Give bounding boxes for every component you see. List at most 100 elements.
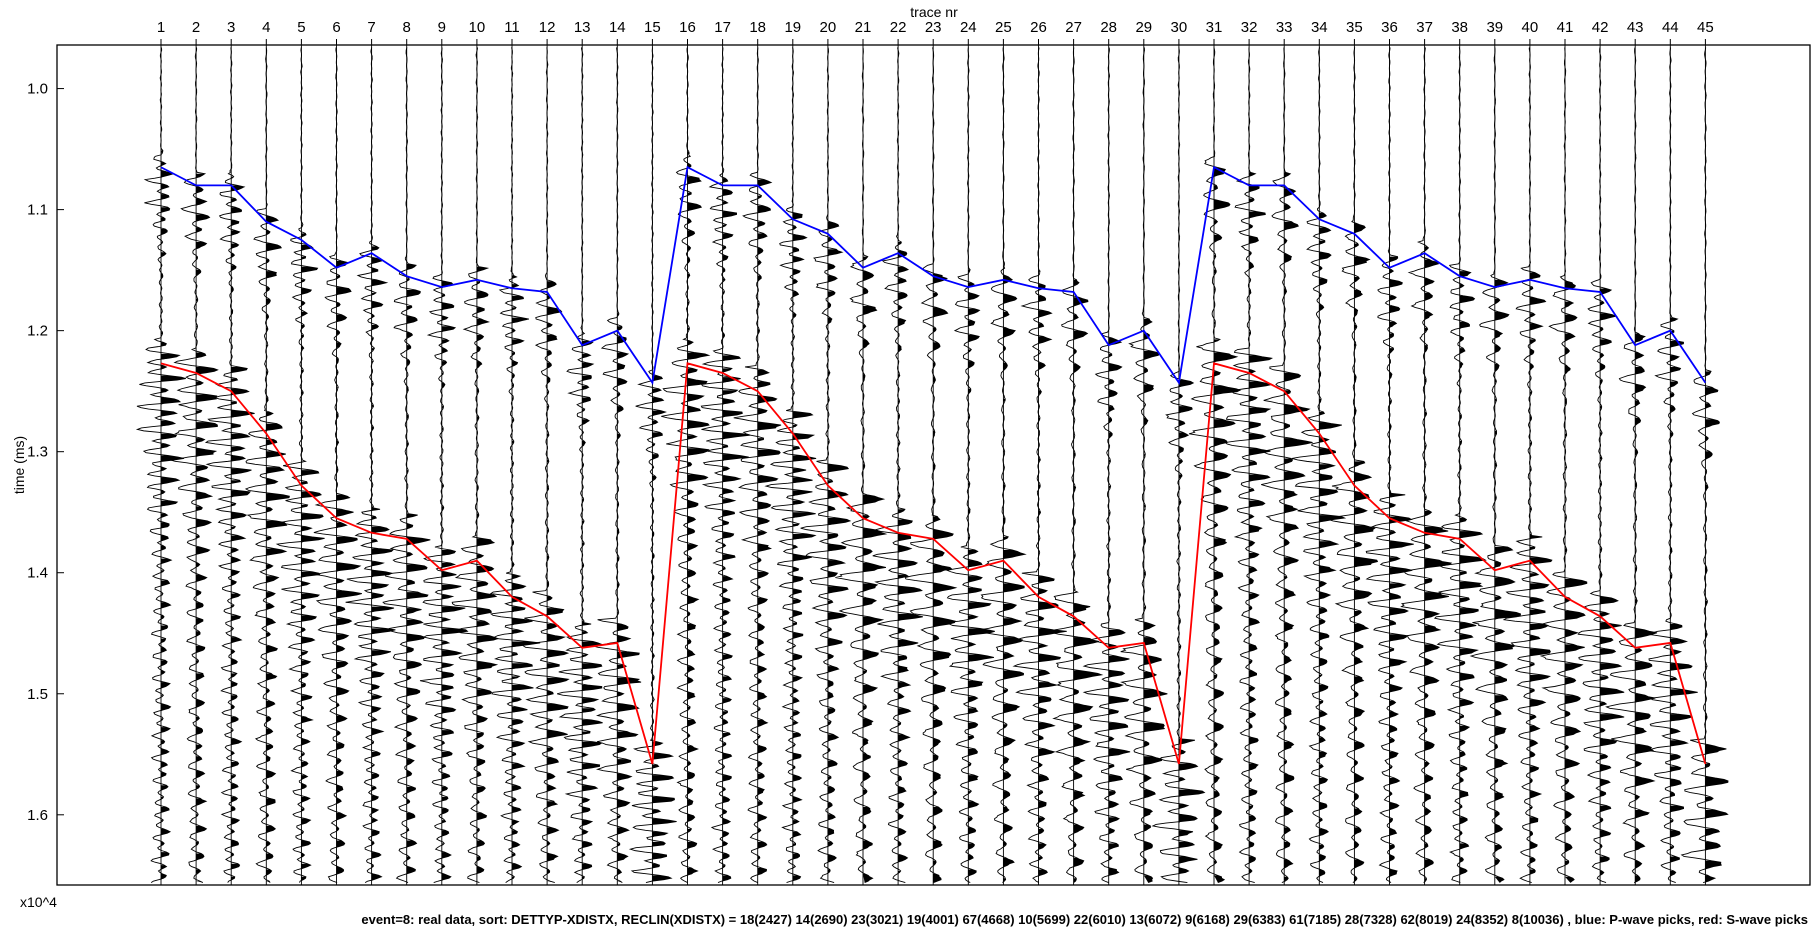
trace-wiggle: [835, 47, 888, 883]
trace-wiggle: [1120, 47, 1168, 884]
trace-1: [135, 45, 186, 885]
trace-fill: [898, 242, 923, 883]
trace-wiggle: [1151, 47, 1206, 884]
x-tick-label: 18: [749, 19, 766, 36]
x-tick-label: 24: [960, 19, 977, 36]
trace-38: [1433, 45, 1487, 885]
trace-fill: [1565, 281, 1587, 883]
trace-fill: [1249, 172, 1273, 883]
trace-fill: [582, 333, 603, 880]
x-tick-label: 5: [297, 19, 305, 36]
y-tick-label: 1.0: [27, 81, 48, 98]
x-tick-label: 6: [332, 19, 340, 36]
trace-22: [872, 45, 923, 885]
trace-wiggle: [244, 47, 290, 883]
trace-fill: [827, 221, 850, 883]
x-tick-label: 30: [1171, 19, 1188, 36]
trace-wiggle: [1188, 47, 1242, 884]
trace-wiggle: [1680, 47, 1729, 884]
trace-23: [904, 45, 958, 885]
x-tick-label: 29: [1135, 19, 1152, 36]
x-tick-label: 26: [1030, 19, 1047, 36]
x-tick-label: 34: [1311, 19, 1328, 36]
x-tick-label: 31: [1206, 19, 1223, 36]
trace-wiggle: [628, 47, 677, 884]
y-axis-title: time (ms): [11, 436, 27, 494]
x-tick-label: 36: [1381, 19, 1398, 36]
trace-fill: [441, 281, 468, 882]
x-tick-label: 28: [1100, 19, 1117, 36]
x-tick-label: 11: [504, 19, 520, 36]
x-tick-label: 19: [784, 19, 801, 36]
trace-wiggle: [1261, 47, 1313, 883]
trace-24: [945, 45, 995, 885]
trace-43: [1605, 45, 1658, 885]
x-tick-label: 38: [1451, 19, 1468, 36]
trace-wiggle: [1605, 47, 1658, 883]
trace-wiggle: [1051, 47, 1104, 883]
trace-wiggle: [1365, 47, 1414, 883]
x-tick-label: 35: [1346, 19, 1363, 36]
trace-wiggle: [1433, 47, 1487, 884]
trace-fill: [476, 266, 498, 883]
x-tick-label: 15: [644, 19, 661, 36]
trace-fill: [1038, 271, 1067, 877]
x-tick-label: 37: [1416, 19, 1433, 36]
x-tick-label: 20: [820, 19, 837, 36]
trace-fill: [196, 173, 218, 883]
trace-wiggle: [135, 47, 186, 883]
trace-wiggle: [345, 47, 396, 883]
trace-fill: [1705, 371, 1729, 883]
x-tick-label: 33: [1276, 19, 1293, 36]
trace-41: [1539, 45, 1588, 885]
trace-34: [1291, 45, 1347, 885]
trace-9: [419, 45, 469, 885]
trace-wiggle: [1012, 47, 1067, 883]
x-tick-label: 2: [192, 19, 200, 36]
x-tick-label: 32: [1241, 19, 1258, 36]
trace-15: [628, 45, 677, 885]
wiggle-traces: [135, 45, 1729, 885]
trace-fill: [933, 274, 956, 883]
y-tick-label: 1.6: [27, 807, 48, 824]
x-tick-label: 45: [1697, 19, 1714, 36]
trace-fill: [1108, 337, 1131, 876]
trace-fill: [1600, 288, 1625, 883]
x-tick-label: 25: [995, 19, 1012, 36]
trace-wiggle: [1502, 47, 1553, 884]
x-tick-label: 12: [539, 19, 556, 36]
trace-3: [204, 45, 255, 885]
y-tick-label: 1.2: [27, 323, 48, 340]
y-tick-label: 1.1: [27, 202, 48, 219]
trace-27: [1051, 45, 1104, 885]
trace-37: [1400, 45, 1453, 885]
trace-wiggle: [1291, 47, 1347, 883]
trace-40: [1502, 45, 1553, 885]
x-axis-title: trace nr: [910, 4, 958, 20]
trace-wiggle: [1082, 47, 1131, 883]
trace-wiggle: [1224, 47, 1274, 884]
x-tick-label: 4: [262, 19, 270, 36]
trace-fill: [687, 152, 709, 876]
trace-fill: [371, 246, 396, 882]
trace-28: [1082, 45, 1131, 885]
trace-45: [1680, 45, 1729, 885]
trace-fill: [1319, 213, 1345, 883]
trace-wiggle: [313, 47, 362, 884]
trace-fill: [406, 263, 431, 883]
trace-fill: [1635, 333, 1658, 883]
trace-19: [764, 45, 817, 885]
trace-wiggle: [520, 47, 570, 884]
p-wave-pick-line: [160, 165, 1707, 386]
x-tick-label: 22: [890, 19, 907, 36]
trace-5: [275, 45, 325, 885]
trace-fill: [1003, 268, 1025, 882]
trace-21: [835, 45, 888, 885]
x-tick-label: 10: [469, 19, 486, 36]
trace-wiggle: [592, 47, 642, 883]
x-tick-label: 16: [679, 19, 696, 36]
trace-wiggle: [451, 47, 500, 884]
trace-fill: [1459, 271, 1486, 876]
trace-36: [1365, 45, 1414, 885]
